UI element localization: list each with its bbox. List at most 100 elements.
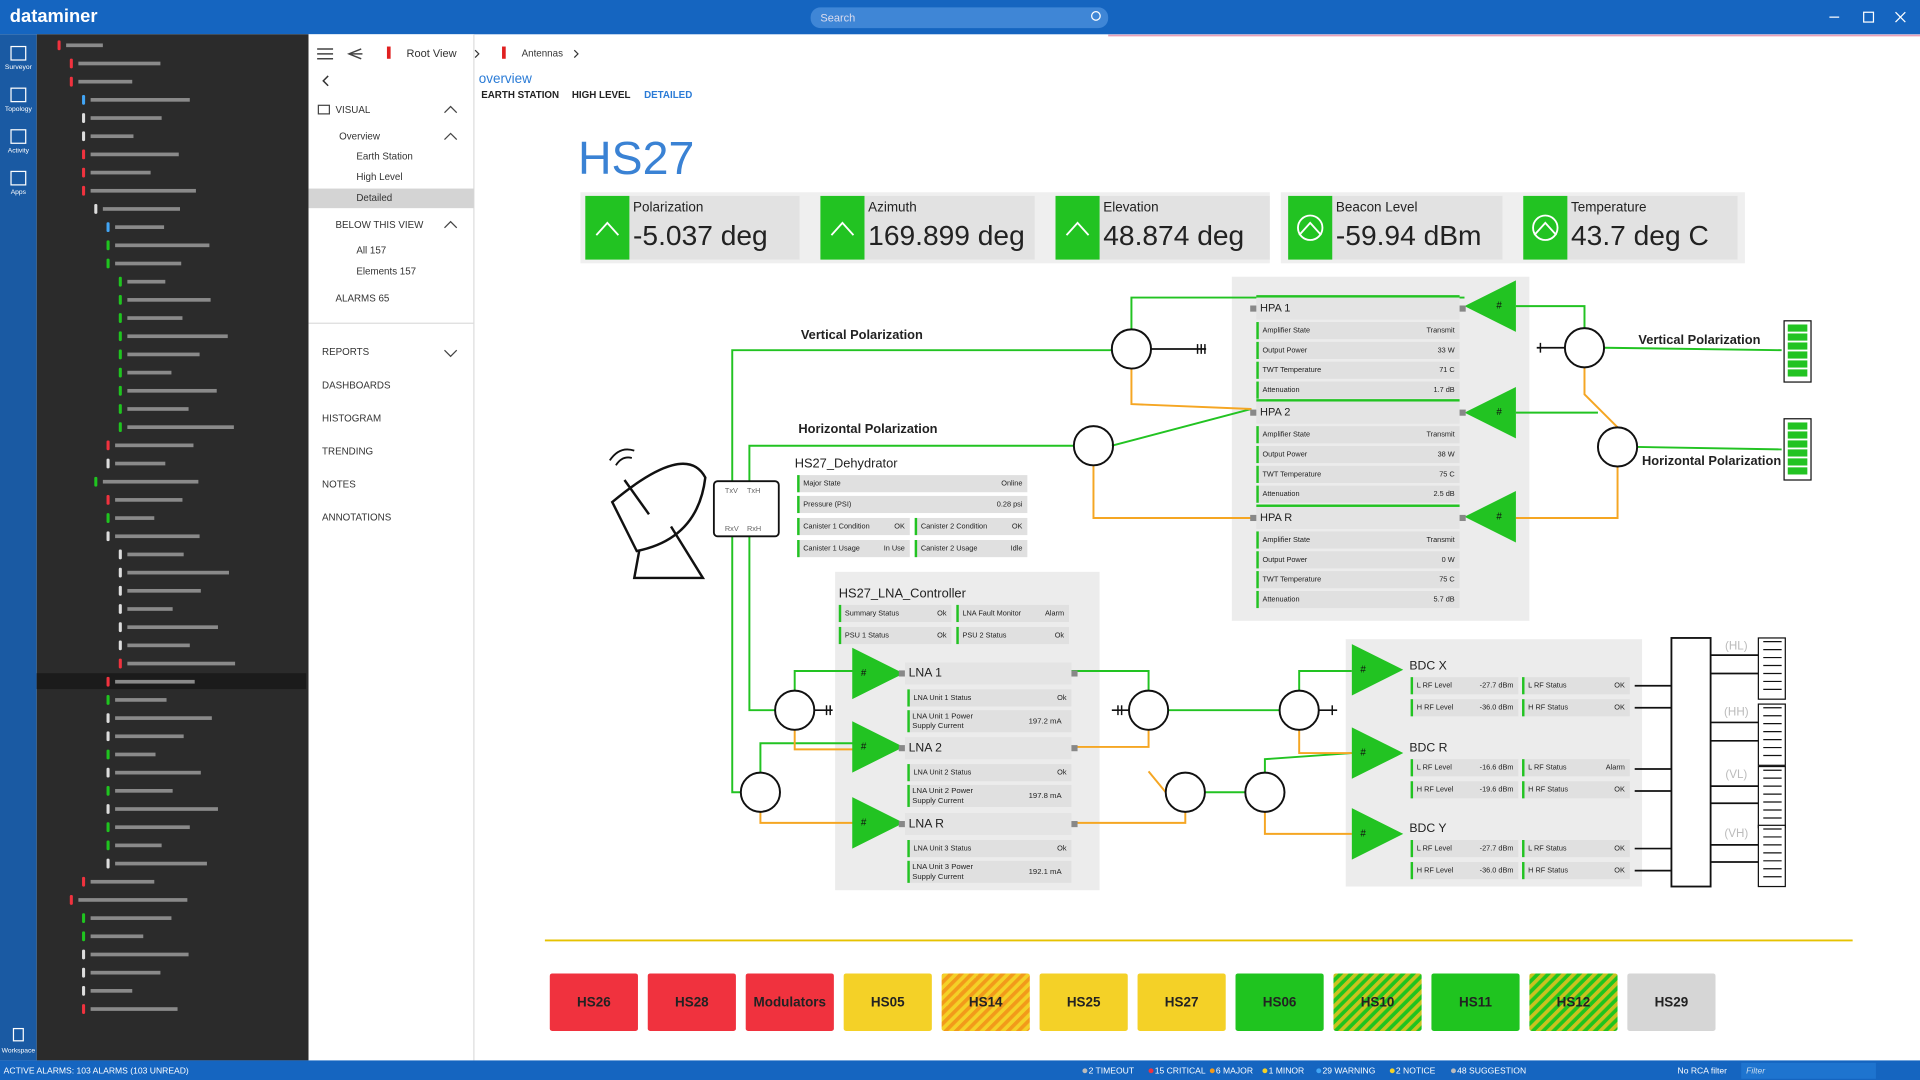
section-title[interactable]: VISUAL xyxy=(336,105,371,116)
param-row xyxy=(797,540,910,558)
view-item[interactable]: High Level xyxy=(356,172,402,183)
workspace-label[interactable]: Workspace xyxy=(2,1047,36,1054)
element-button[interactable] xyxy=(843,973,932,1032)
element-button[interactable] xyxy=(1235,973,1324,1032)
search-placeholder[interactable]: Search xyxy=(820,12,855,24)
port xyxy=(1071,745,1078,752)
element-button[interactable] xyxy=(941,973,1030,1032)
menu-item[interactable]: ANNOTATIONS xyxy=(322,513,392,524)
tab[interactable]: HIGH LEVEL xyxy=(572,90,631,101)
tree-state xyxy=(82,167,86,178)
tree-bar xyxy=(127,661,236,666)
element-button[interactable] xyxy=(1529,973,1618,1032)
alarm-counter[interactable]: 2 NOTICE xyxy=(1396,1066,1436,1076)
menu-item[interactable]: TRENDING xyxy=(322,446,373,457)
element-button[interactable] xyxy=(1137,973,1226,1032)
element-button[interactable] xyxy=(745,973,834,1032)
filter-input[interactable]: Filter xyxy=(1746,1066,1766,1076)
nav-label[interactable]: Activity xyxy=(8,147,30,154)
menu-item[interactable]: REPORTS xyxy=(322,347,370,358)
breadcrumb[interactable]: Root View xyxy=(407,48,457,60)
amplifier xyxy=(1351,727,1404,779)
button-label[interactable]: HS29 xyxy=(1655,994,1689,1009)
element-button[interactable] xyxy=(1627,973,1716,1032)
rca-filter[interactable]: No RCA filter xyxy=(1678,1066,1728,1076)
tree-item[interactable]: Overview xyxy=(339,132,381,143)
nav-label[interactable]: Apps xyxy=(11,189,27,196)
param-state xyxy=(1522,781,1525,799)
param-row xyxy=(907,840,1072,858)
tree-state xyxy=(82,949,86,960)
nav-icon xyxy=(10,170,27,186)
kpi-icon xyxy=(585,195,630,260)
alarm-counter[interactable]: 15 CRITICAL xyxy=(1155,1066,1206,1076)
menu-item[interactable]: HISTOGRAM xyxy=(322,413,381,424)
alarms-item[interactable]: ALARMS 65 xyxy=(336,293,390,304)
menu-item[interactable]: DASHBOARDS xyxy=(322,380,391,391)
tree-state xyxy=(69,76,73,87)
button-label[interactable]: HS28 xyxy=(675,994,709,1009)
alarm-counter[interactable]: 2 TIMEOUT xyxy=(1089,1066,1135,1076)
param-value: 192.1 mA xyxy=(1029,867,1063,876)
amplifier xyxy=(1351,808,1404,860)
amp-symbol: # xyxy=(1360,664,1366,675)
breadcrumb[interactable]: Antennas xyxy=(522,48,563,59)
param-label: LNA Fault Monitor xyxy=(962,608,1021,617)
button-label[interactable]: HS27 xyxy=(1165,994,1199,1009)
output-label: (HH) xyxy=(1724,706,1749,719)
param-value: Ok xyxy=(1057,844,1067,853)
button-label[interactable]: HS05 xyxy=(871,994,905,1009)
param-row xyxy=(797,517,910,536)
button-label[interactable]: HS06 xyxy=(1263,994,1297,1009)
tab[interactable]: EARTH STATION xyxy=(481,90,559,101)
tree-state xyxy=(118,331,122,342)
kpi-icon xyxy=(1523,195,1568,260)
below-item[interactable]: Elements 157 xyxy=(356,266,416,277)
port xyxy=(898,670,905,677)
below-item[interactable]: All 157 xyxy=(356,246,386,257)
tree-bar xyxy=(115,825,190,830)
param-label: Amplifier State xyxy=(1262,326,1310,335)
button-label[interactable]: Modulators xyxy=(754,994,827,1009)
element-button[interactable] xyxy=(549,973,638,1032)
button-label[interactable]: HS11 xyxy=(1459,994,1492,1009)
button-label[interactable]: HS25 xyxy=(1067,994,1101,1009)
orange-link xyxy=(1515,466,1619,519)
tree-state xyxy=(106,240,110,251)
param-row xyxy=(838,604,952,623)
alarm-counter[interactable]: 48 SUGGESTION xyxy=(1457,1066,1526,1076)
chevron xyxy=(444,349,458,358)
alarm-counter[interactable]: 1 MINOR xyxy=(1269,1066,1305,1076)
button-label[interactable]: HS26 xyxy=(577,994,611,1009)
button-label[interactable]: HS12 xyxy=(1557,994,1591,1009)
param-value: Online xyxy=(1001,479,1022,488)
element-button[interactable] xyxy=(647,973,736,1032)
alarm-counter[interactable]: 29 WARNING xyxy=(1322,1066,1375,1076)
view-item[interactable]: Detailed xyxy=(356,193,392,204)
connector-pin xyxy=(1787,458,1808,466)
element-button[interactable] xyxy=(1039,973,1128,1032)
view-item[interactable]: Earth Station xyxy=(356,151,413,162)
selected-view xyxy=(308,188,474,209)
element-button[interactable] xyxy=(1333,973,1422,1032)
tree-bar xyxy=(90,98,190,102)
nav-label[interactable]: Surveyor xyxy=(5,64,33,71)
alarm-counter[interactable]: 6 MAJOR xyxy=(1216,1066,1253,1076)
tab[interactable]: DETAILED xyxy=(644,90,692,101)
menu-item[interactable]: NOTES xyxy=(322,479,356,490)
output-label: (VH) xyxy=(1724,827,1748,840)
nav-label[interactable]: Topology xyxy=(5,106,33,113)
tree-bar xyxy=(90,916,172,920)
link-label: Horizontal Polarization xyxy=(798,421,937,436)
panel-title: BDC R xyxy=(1409,740,1447,754)
tree-state xyxy=(118,585,122,596)
active-alarms[interactable]: ACTIVE ALARMS: 103 ALARMS (103 UNREAD) xyxy=(4,1066,189,1076)
param-state xyxy=(1522,759,1525,777)
green-link xyxy=(731,536,741,794)
section-title[interactable]: BELOW THIS VIEW xyxy=(336,220,425,231)
button-label[interactable]: HS10 xyxy=(1361,994,1395,1009)
param-value: -27.7 dBm xyxy=(1480,844,1514,853)
button-label[interactable]: HS14 xyxy=(969,994,1003,1009)
element-button[interactable] xyxy=(1431,973,1520,1032)
param-state xyxy=(1522,862,1525,880)
